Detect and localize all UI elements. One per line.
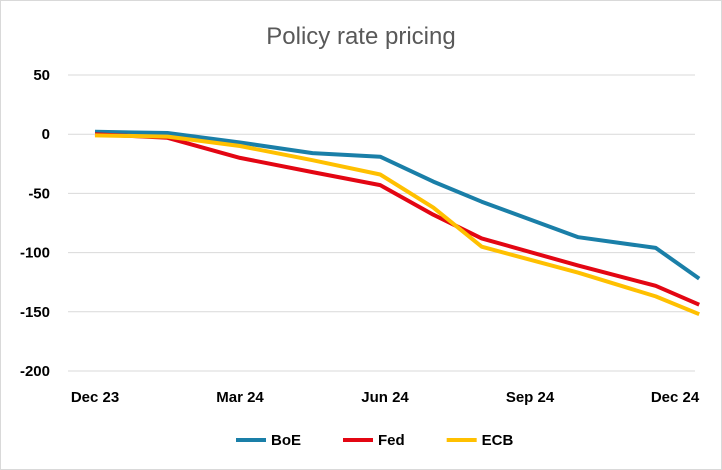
y-tick-label: -200	[20, 363, 50, 380]
series-line-fed	[94, 132, 700, 307]
series-lines	[94, 129, 701, 317]
chart-title: Policy rate pricing	[266, 23, 455, 50]
y-tick-label: -150	[20, 304, 50, 321]
series-line-ecb	[94, 133, 700, 317]
x-tick-label: Sep 24	[506, 389, 555, 406]
y-tick-label: -100	[20, 245, 50, 262]
legend-label-boe: BoE	[271, 432, 301, 449]
legend-label-fed: Fed	[378, 432, 405, 449]
legend: BoE Fed ECB	[236, 432, 514, 449]
x-tick-label: Dec 24	[651, 389, 700, 406]
legend-label-ecb: ECB	[482, 432, 514, 449]
x-axis-ticks: Dec 23 Mar 24 Jun 24 Sep 24 Dec 24	[71, 389, 700, 406]
y-axis-ticks: 50 0 -50 -100 -150 -200	[20, 67, 50, 380]
x-tick-label: Jun 24	[361, 389, 409, 406]
series-line-boe	[94, 129, 701, 281]
y-tick-label: 50	[33, 67, 50, 84]
gridlines	[68, 74, 695, 372]
y-tick-label: 0	[42, 126, 50, 143]
y-tick-label: -50	[28, 185, 50, 202]
x-tick-label: Mar 24	[216, 389, 264, 406]
x-tick-label: Dec 23	[71, 389, 119, 406]
